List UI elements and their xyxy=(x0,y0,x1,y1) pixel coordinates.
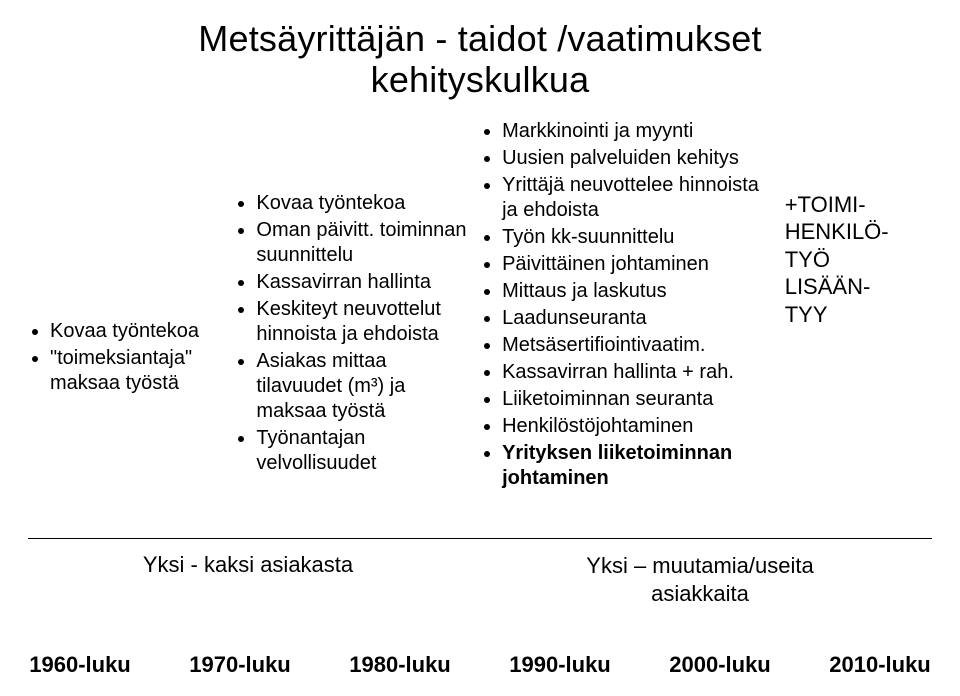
list-item: Työnantajan velvollisuudet xyxy=(256,426,470,476)
list-item: Liiketoiminnan seuranta xyxy=(502,387,775,412)
slide-title: Metsäyrittäjän ‐ taidot /vaatimukset keh… xyxy=(28,18,932,101)
list-item: Laadunseuranta xyxy=(502,306,775,331)
list-item: Kassavirran hallinta xyxy=(256,270,470,295)
timeline-item: 2010-luku xyxy=(800,652,960,678)
list-item: Metsäsertifiointivaatim. xyxy=(502,333,775,358)
column-d: +TOIMI- HENKILÖ- TYÖ LISÄÄN- TYY xyxy=(785,119,932,329)
list-item: Keskiteyt neuvottelut hinnoista ja ehdoi… xyxy=(256,297,470,347)
timeline-item: 1970-luku xyxy=(160,652,320,678)
list-item: Uusien palveluiden kehitys xyxy=(502,146,775,171)
summary-right-line-1: Yksi – muutamia/useita xyxy=(586,553,813,578)
horizontal-divider xyxy=(28,538,932,539)
summary-left: Yksi - kaksi asiakasta xyxy=(28,552,468,607)
list-item-bold: Yrityksen liiketoiminnan johtaminen xyxy=(502,441,775,491)
timeline: 1960-luku 1970-luku 1980-luku 1990-luku … xyxy=(0,652,960,678)
column-a: Kovaa työntekoa "toimeksiantaja" maksaa … xyxy=(28,119,224,398)
columns: Kovaa työntekoa "toimeksiantaja" maksaa … xyxy=(28,119,932,493)
side-note-line: +TOIMI- xyxy=(785,191,932,219)
list-item: Kovaa työntekoa xyxy=(256,191,470,216)
list-item: "toimeksiantaja" maksaa työstä xyxy=(50,346,224,396)
timeline-item: 1980-luku xyxy=(320,652,480,678)
summary-right: Yksi – muutamia/useita asiakkaita xyxy=(468,552,932,607)
timeline-item: 1960-luku xyxy=(0,652,160,678)
column-c-list: Markkinointi ja myynti Uusien palveluide… xyxy=(480,119,775,491)
list-item: Markkinointi ja myynti xyxy=(502,119,775,144)
list-item: Asiakas mittaa tilavuudet (m³) ja maksaa… xyxy=(256,349,470,424)
list-item: Päivittäinen johtaminen xyxy=(502,252,775,277)
list-item: Kovaa työntekoa xyxy=(50,319,224,344)
summary-row: Yksi - kaksi asiakasta Yksi – muutamia/u… xyxy=(28,552,932,607)
side-note-line: TYY xyxy=(785,301,932,329)
title-line-2: kehityskulkua xyxy=(371,59,590,100)
side-note-line: HENKILÖ- xyxy=(785,218,932,246)
slide: Metsäyrittäjän ‐ taidot /vaatimukset keh… xyxy=(0,0,960,696)
column-b-list: Kovaa työntekoa Oman päivitt. toiminnan … xyxy=(234,191,470,476)
column-c: Markkinointi ja myynti Uusien palveluide… xyxy=(480,119,775,493)
summary-right-line-2: asiakkaita xyxy=(651,581,749,606)
side-note-line: LISÄÄN- xyxy=(785,273,932,301)
list-item: Henkilöstöjohtaminen xyxy=(502,414,775,439)
side-note-line: TYÖ xyxy=(785,246,932,274)
list-item: Yrittäjä neuvottelee hinnoista ja ehdois… xyxy=(502,173,775,223)
timeline-item: 2000-luku xyxy=(640,652,800,678)
list-item: Oman päivitt. toiminnan suunnittelu xyxy=(256,218,470,268)
list-item: Mittaus ja laskutus xyxy=(502,279,775,304)
list-item: Kassavirran hallinta + rah. xyxy=(502,360,775,385)
timeline-item: 1990-luku xyxy=(480,652,640,678)
column-b: Kovaa työntekoa Oman päivitt. toiminnan … xyxy=(234,119,470,478)
title-line-1: Metsäyrittäjän ‐ taidot /vaatimukset xyxy=(198,18,761,59)
column-a-list: Kovaa työntekoa "toimeksiantaja" maksaa … xyxy=(28,319,224,396)
list-item: Työn kk-suunnittelu xyxy=(502,225,775,250)
